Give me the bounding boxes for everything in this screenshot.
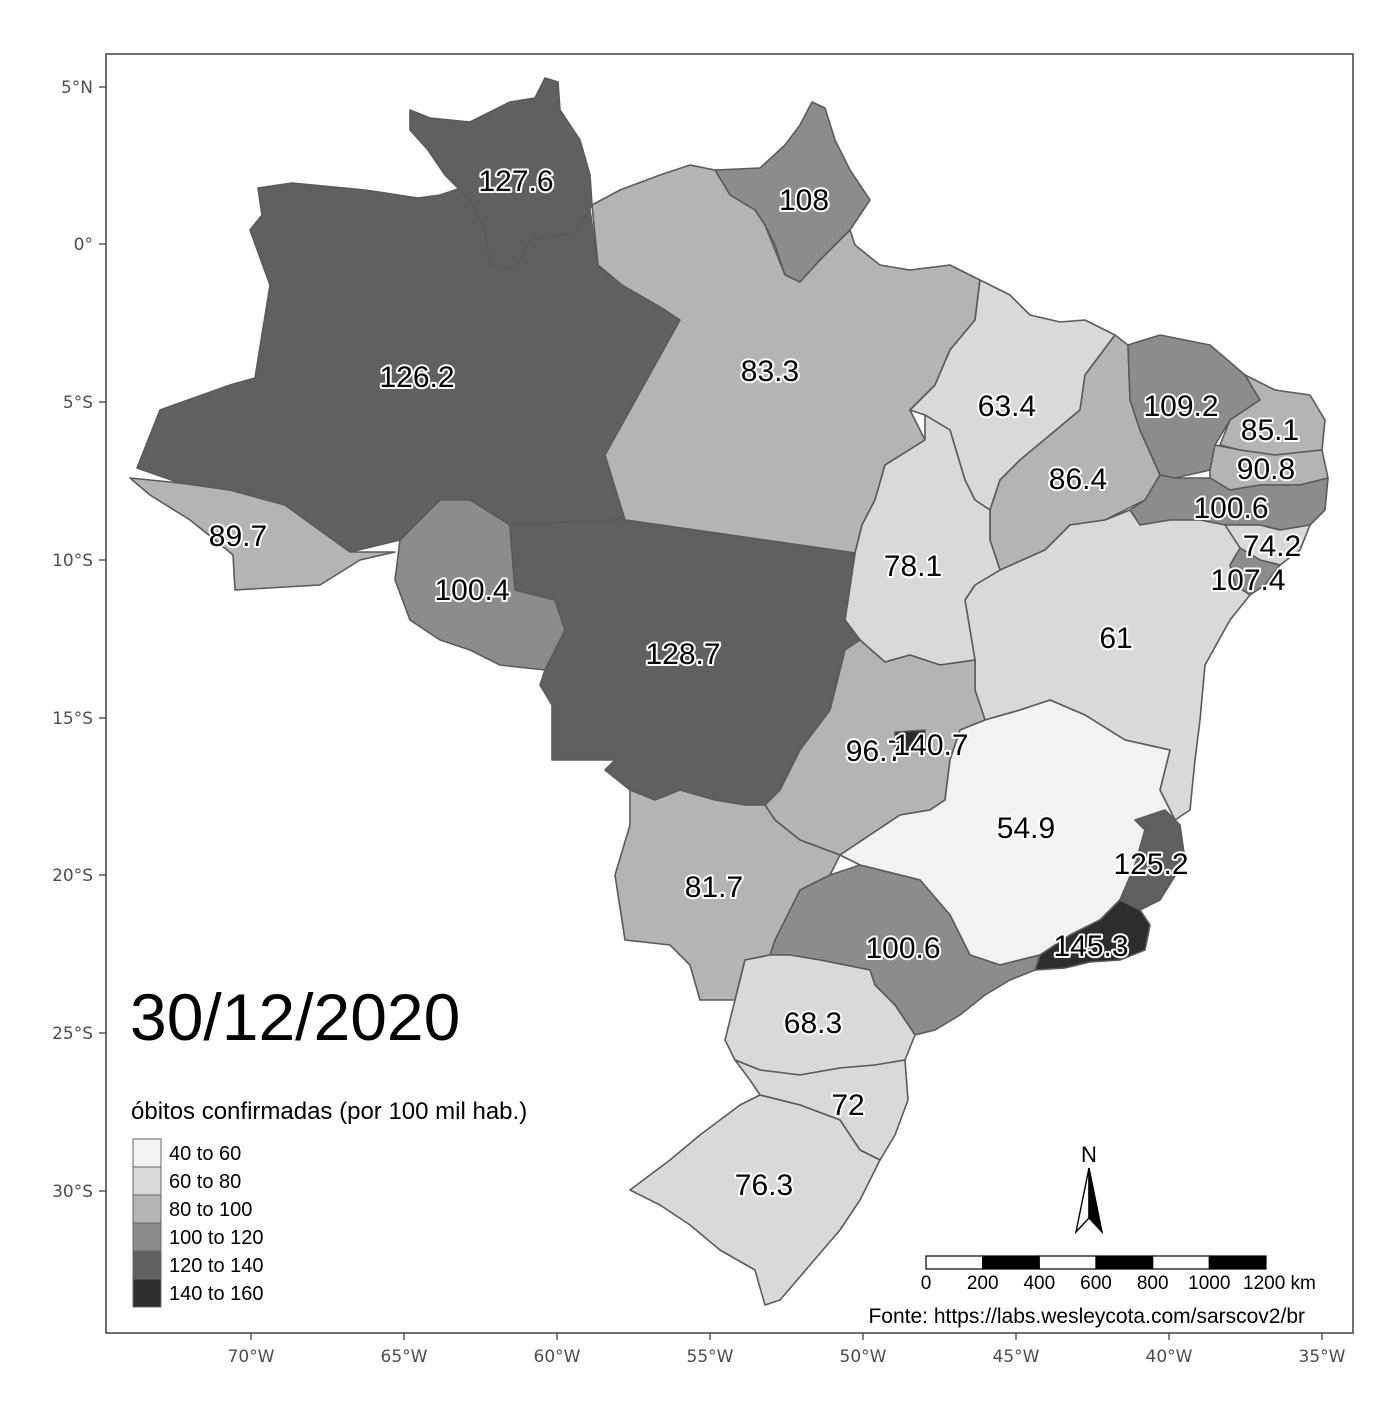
state-value-label: 96.7 (846, 735, 904, 768)
y-tick-label: 15°S (52, 709, 93, 729)
state-value-label: 140.7 (893, 729, 968, 762)
state-value-label: 126.2 (379, 361, 454, 394)
x-tick-label: 50°W (840, 1347, 887, 1367)
north-label: N (1081, 1142, 1097, 1167)
legend-swatch (132, 1138, 162, 1168)
scale-bar: 0 200 400 600 800 1000 1200 km (921, 1255, 1316, 1294)
y-tick-label: 5°N (61, 78, 93, 98)
state-value-label: 107.4 (1210, 564, 1285, 597)
scale-label: 600 (1080, 1273, 1112, 1294)
x-axis: 70°W 65°W 60°W 55°W 50°W 45°W 40°W 35°W (228, 1333, 1346, 1367)
state-value-label: 85.1 (1241, 414, 1299, 447)
legend-title: óbitos confirmadas (por 100 mil hab.) (131, 1098, 527, 1125)
state-df (894, 729, 926, 753)
state-value-label: 63.4 (978, 390, 1036, 423)
state-value-label: 90.8 (1237, 453, 1295, 486)
y-tick-label: 5°S (63, 393, 93, 413)
state-value-label: 108 (779, 184, 829, 217)
state-value-label: 100.4 (434, 574, 509, 607)
scale-label: 200 (967, 1273, 999, 1294)
legend-label: 80 to 100 (169, 1199, 252, 1221)
state-value-label: 61 (1099, 622, 1132, 655)
state-value-label: 74.2 (1243, 530, 1301, 563)
scale-label: 400 (1023, 1273, 1055, 1294)
state-labels: 127.6 108 126.2 83.3 63.4 109.2 85.1 90.… (207, 163, 1303, 1204)
state-value-label: 125.2 (1113, 848, 1188, 881)
source-caption: Fonte: https://labs.wesleycota.com/sarsc… (868, 1305, 1305, 1328)
x-tick-label: 55°W (687, 1347, 734, 1367)
state-ms (614, 789, 841, 1001)
legend-label: 60 to 80 (169, 1171, 241, 1193)
state-rs (629, 1094, 881, 1306)
legend-swatch (132, 1278, 162, 1308)
legend-label: 40 to 60 (169, 1143, 241, 1165)
state-value-label: 109.2 (1143, 390, 1218, 423)
x-tick-label: 70°W (228, 1347, 275, 1367)
x-tick-label: 65°W (381, 1347, 428, 1367)
x-tick-label: 35°W (1299, 1347, 1346, 1367)
scale-label: 0 (921, 1273, 932, 1294)
state-value-label: 86.4 (1049, 463, 1107, 496)
scale-label: 800 (1137, 1273, 1169, 1294)
state-value-label: 100.6 (1193, 492, 1268, 525)
legend: óbitos confirmadas (por 100 mil hab.) 40… (131, 1098, 527, 1308)
y-tick-label: 20°S (52, 866, 93, 886)
state-value-label: 127.6 (478, 165, 553, 198)
states (129, 77, 1329, 1306)
legend-label: 140 to 160 (169, 1283, 264, 1305)
y-tick-label: 30°S (52, 1182, 93, 1202)
x-tick-label: 60°W (534, 1347, 581, 1367)
legend-swatch (132, 1194, 162, 1224)
state-value-label: 54.9 (997, 812, 1055, 845)
x-tick-label: 40°W (1146, 1347, 1193, 1367)
legend-swatch (132, 1166, 162, 1196)
scale-label: 1000 (1188, 1273, 1230, 1294)
state-value-label: 78.1 (884, 550, 942, 583)
y-tick-label: 25°S (52, 1024, 93, 1044)
state-rj (1034, 899, 1151, 971)
legend-swatch (132, 1250, 162, 1280)
state-value-label: 68.3 (784, 1007, 842, 1040)
state-value-label: 76.3 (735, 1169, 793, 1202)
state-value-label: 100.6 (865, 932, 940, 965)
y-axis: 5°N 0° 5°S 10°S 15°S 20°S 25°S 30°S (52, 78, 106, 1202)
state-value-label: 128.7 (645, 638, 720, 671)
state-value-label: 81.7 (685, 871, 743, 904)
state-value-label: 89.7 (209, 520, 267, 553)
state-value-label: 145.3 (1053, 930, 1128, 963)
north-arrow-icon: N (1074, 1142, 1104, 1235)
y-tick-label: 10°S (52, 551, 93, 571)
x-tick-label: 45°W (993, 1347, 1040, 1367)
legend-label: 120 to 140 (169, 1255, 264, 1277)
state-value-label: 83.3 (741, 355, 799, 388)
state-rr (409, 77, 593, 271)
state-value-label: 72 (831, 1089, 864, 1122)
scale-label: 1200 km (1243, 1273, 1316, 1294)
state-es (1119, 809, 1186, 911)
y-tick-label: 0° (74, 235, 93, 255)
legend-label: 100 to 120 (169, 1227, 264, 1249)
legend-swatch (132, 1222, 162, 1252)
date-title: 30/12/2020 (130, 980, 460, 1054)
